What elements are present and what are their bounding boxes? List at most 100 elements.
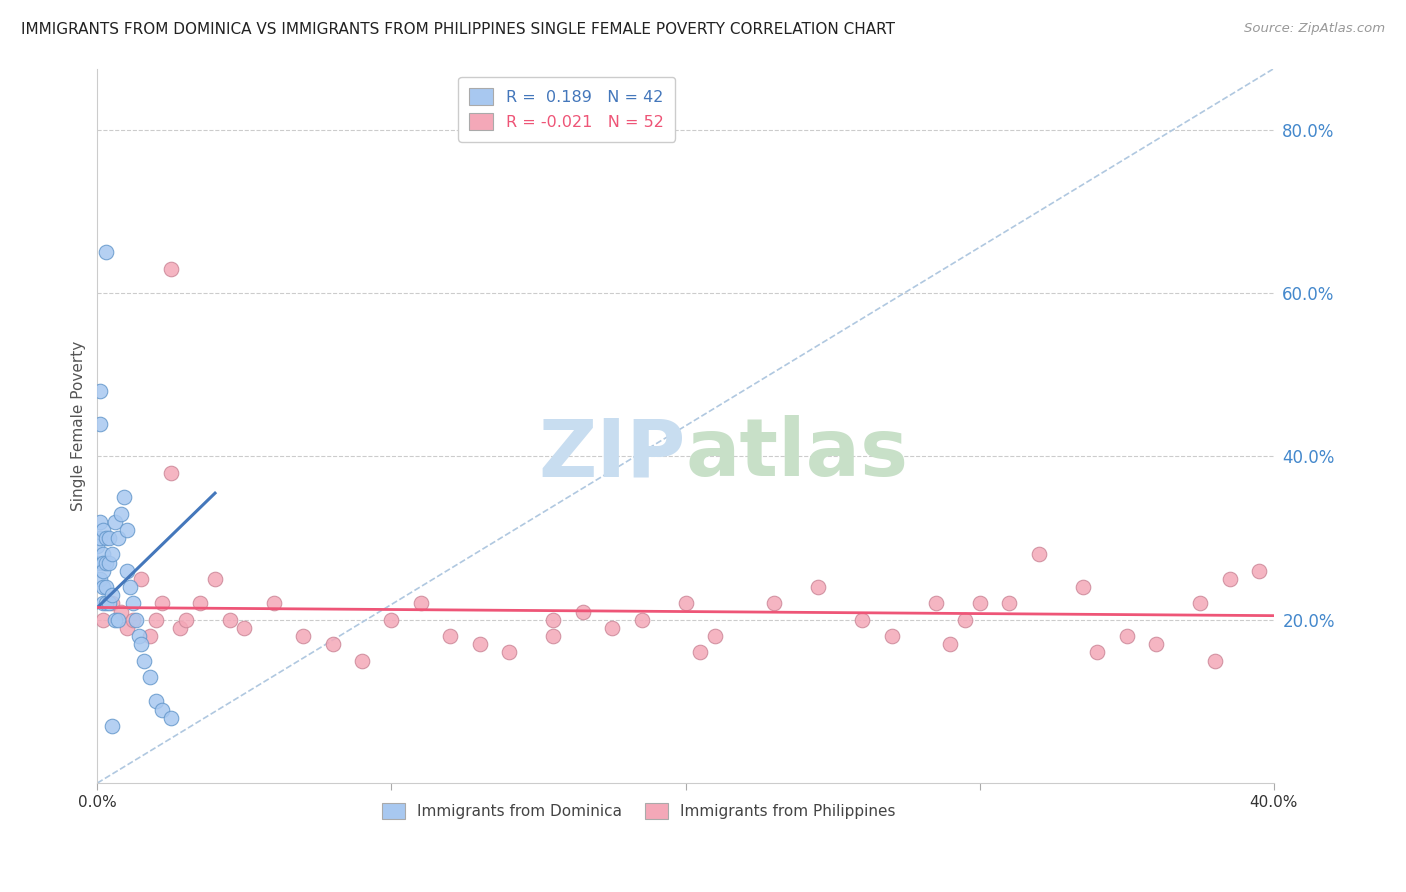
Point bbox=[91, 580, 114, 594]
Point bbox=[322, 637, 344, 651]
Point bbox=[380, 613, 402, 627]
Point bbox=[160, 261, 183, 276]
Point bbox=[1249, 564, 1271, 578]
Point bbox=[96, 556, 118, 570]
Point bbox=[121, 613, 143, 627]
Point bbox=[89, 417, 111, 431]
Text: atlas: atlas bbox=[686, 416, 908, 493]
Point bbox=[352, 654, 374, 668]
Point bbox=[91, 556, 114, 570]
Point bbox=[131, 572, 153, 586]
Point bbox=[98, 531, 121, 545]
Point bbox=[807, 580, 830, 594]
Point bbox=[704, 629, 727, 643]
Point bbox=[115, 564, 138, 578]
Point bbox=[89, 384, 111, 398]
Point bbox=[150, 702, 173, 716]
Point bbox=[292, 629, 315, 643]
Point bbox=[939, 637, 962, 651]
Point bbox=[188, 596, 211, 610]
Point bbox=[218, 613, 240, 627]
Point bbox=[101, 596, 124, 610]
Point bbox=[543, 613, 565, 627]
Point bbox=[134, 654, 156, 668]
Y-axis label: Single Female Poverty: Single Female Poverty bbox=[72, 341, 86, 511]
Point bbox=[86, 539, 108, 553]
Point bbox=[115, 621, 138, 635]
Point bbox=[409, 596, 432, 610]
Point bbox=[139, 670, 162, 684]
Point bbox=[118, 580, 141, 594]
Point bbox=[851, 613, 873, 627]
Point bbox=[969, 596, 991, 610]
Point bbox=[101, 719, 124, 733]
Point bbox=[571, 605, 593, 619]
Point bbox=[91, 523, 114, 537]
Point bbox=[98, 556, 121, 570]
Point bbox=[675, 596, 697, 610]
Point bbox=[89, 515, 111, 529]
Point bbox=[498, 645, 520, 659]
Point bbox=[953, 613, 976, 627]
Point bbox=[104, 515, 127, 529]
Point bbox=[439, 629, 461, 643]
Point bbox=[1144, 637, 1167, 651]
Point bbox=[1071, 580, 1094, 594]
Point bbox=[543, 629, 565, 643]
Point bbox=[145, 613, 167, 627]
Point bbox=[124, 613, 146, 627]
Point bbox=[1087, 645, 1109, 659]
Point bbox=[762, 596, 785, 610]
Point bbox=[204, 572, 226, 586]
Point bbox=[630, 613, 652, 627]
Point bbox=[104, 613, 127, 627]
Point bbox=[1219, 572, 1241, 586]
Point bbox=[96, 596, 118, 610]
Point bbox=[98, 596, 121, 610]
Point bbox=[924, 596, 946, 610]
Point bbox=[96, 580, 118, 594]
Point bbox=[89, 531, 111, 545]
Point bbox=[998, 596, 1021, 610]
Point bbox=[160, 466, 183, 480]
Point bbox=[468, 637, 491, 651]
Point bbox=[1028, 548, 1050, 562]
Point bbox=[169, 621, 191, 635]
Point bbox=[89, 572, 111, 586]
Point bbox=[600, 621, 623, 635]
Point bbox=[101, 548, 124, 562]
Point bbox=[91, 613, 114, 627]
Point bbox=[139, 629, 162, 643]
Point bbox=[112, 490, 135, 504]
Point bbox=[96, 531, 118, 545]
Point bbox=[150, 596, 173, 610]
Point bbox=[115, 523, 138, 537]
Point bbox=[101, 588, 124, 602]
Point bbox=[110, 605, 132, 619]
Point bbox=[107, 613, 129, 627]
Point bbox=[689, 645, 711, 659]
Point bbox=[107, 531, 129, 545]
Point bbox=[1189, 596, 1212, 610]
Point bbox=[174, 613, 197, 627]
Point bbox=[1204, 654, 1226, 668]
Point bbox=[110, 507, 132, 521]
Point bbox=[96, 245, 118, 260]
Point bbox=[233, 621, 256, 635]
Point bbox=[91, 596, 114, 610]
Point bbox=[263, 596, 285, 610]
Legend: Immigrants from Dominica, Immigrants from Philippines: Immigrants from Dominica, Immigrants fro… bbox=[375, 797, 901, 825]
Text: IMMIGRANTS FROM DOMINICA VS IMMIGRANTS FROM PHILIPPINES SINGLE FEMALE POVERTY CO: IMMIGRANTS FROM DOMINICA VS IMMIGRANTS F… bbox=[21, 22, 896, 37]
Point bbox=[121, 596, 143, 610]
Point bbox=[1115, 629, 1137, 643]
Point bbox=[880, 629, 903, 643]
Point bbox=[91, 548, 114, 562]
Point bbox=[160, 711, 183, 725]
Point bbox=[145, 694, 167, 708]
Point bbox=[91, 564, 114, 578]
Text: ZIP: ZIP bbox=[538, 416, 686, 493]
Point bbox=[86, 556, 108, 570]
Point bbox=[128, 629, 150, 643]
Point bbox=[131, 637, 153, 651]
Text: Source: ZipAtlas.com: Source: ZipAtlas.com bbox=[1244, 22, 1385, 36]
